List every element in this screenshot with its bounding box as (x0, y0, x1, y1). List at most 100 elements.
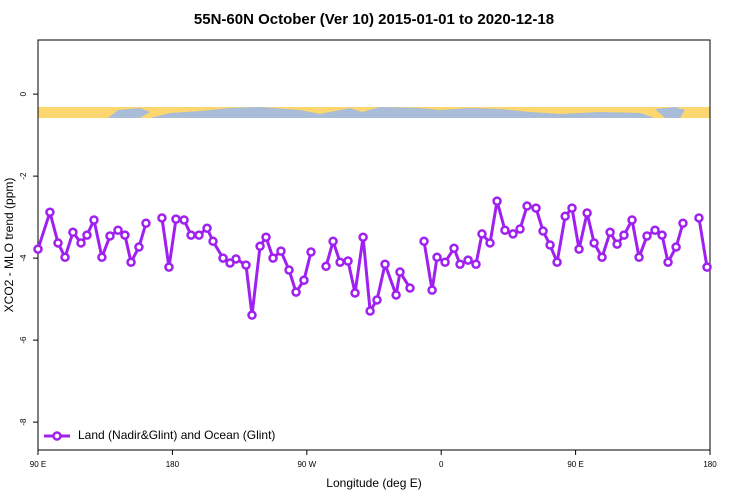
data-point (208, 236, 218, 247)
data-point (432, 252, 442, 263)
data-point (627, 215, 637, 225)
data-point (372, 295, 382, 305)
data-point (194, 230, 204, 240)
data-point (515, 224, 525, 234)
data-point (261, 232, 271, 242)
legend-label: Land (Nadir&Glint) and Ocean (Glint) (78, 428, 275, 442)
data-point (365, 306, 375, 316)
data-point (471, 259, 481, 270)
data-point (427, 285, 437, 295)
y-tick-label: 0 (19, 91, 28, 96)
data-point (179, 215, 189, 225)
data-point (299, 275, 309, 286)
data-point (612, 239, 622, 249)
data-point (276, 246, 286, 256)
data-point (157, 213, 167, 223)
data-point (522, 201, 532, 211)
data-point (231, 254, 241, 264)
data-point (380, 259, 390, 270)
data-point (500, 225, 510, 235)
data-point (76, 238, 86, 248)
data-point (605, 227, 615, 238)
data-point (574, 244, 584, 254)
x-tick-label: 180 (166, 460, 180, 469)
data-point (291, 287, 301, 297)
data-point (82, 230, 92, 240)
data-point (306, 247, 316, 257)
data-point (335, 257, 345, 267)
data-point (33, 244, 43, 254)
data-point (391, 290, 401, 300)
data-point (343, 256, 353, 266)
data-point (247, 310, 257, 320)
data-point (268, 253, 278, 263)
x-tick-label: 90 E (30, 460, 46, 469)
data-point (419, 236, 429, 247)
y-axis-label: XCO2 - MLO trend (ppm) (2, 178, 16, 313)
data-point (350, 288, 360, 298)
data-point (552, 257, 562, 267)
data-point (650, 225, 660, 235)
data-point (164, 262, 174, 272)
data-point (589, 238, 599, 248)
data-point (449, 243, 459, 254)
x-tick-label: 180 (703, 460, 717, 469)
data-point (255, 241, 265, 251)
data-point (218, 253, 228, 263)
data-point (492, 196, 502, 206)
data-point (225, 258, 235, 268)
data-point (405, 283, 415, 293)
data-point (126, 257, 136, 267)
x-axis-label: Longitude (deg E) (326, 476, 421, 490)
data-point (358, 232, 368, 242)
data-point (671, 242, 681, 252)
chart-title: 55N-60N October (Ver 10) 2015-01-01 to 2… (194, 11, 554, 28)
legend-marker (52, 431, 62, 441)
data-point (241, 260, 251, 270)
data-point (508, 229, 518, 239)
data-point (45, 207, 55, 217)
x-tick-label: 90 W (297, 460, 316, 469)
data-point (105, 231, 115, 241)
data-point (440, 257, 450, 267)
data-point (538, 226, 548, 236)
data-point (395, 267, 405, 277)
data-point (328, 236, 338, 247)
data-point (60, 252, 70, 263)
data-point (120, 230, 130, 240)
data-point (463, 255, 473, 265)
data-point (97, 252, 107, 263)
data-point (455, 259, 465, 270)
y-tick-label: -8 (19, 418, 28, 426)
data-point (597, 252, 607, 263)
data-point (485, 238, 495, 248)
data-point (284, 265, 294, 275)
data-point (53, 238, 63, 248)
data-point (545, 240, 555, 250)
data-point (202, 223, 212, 233)
data-point (634, 252, 644, 263)
data-point (694, 213, 704, 223)
data-point (171, 214, 181, 224)
y-tick-label: -6 (19, 336, 28, 344)
y-tick-label: -4 (19, 254, 28, 262)
data-point (619, 230, 629, 240)
data-point (113, 225, 123, 235)
data-point (68, 227, 78, 238)
data-point (567, 203, 577, 213)
data-point (141, 218, 151, 229)
data-point (678, 218, 688, 229)
map-strip (38, 107, 710, 118)
data-point (642, 231, 652, 241)
x-tick-label: 0 (439, 460, 444, 469)
data-point (321, 261, 331, 272)
data-point (531, 203, 541, 213)
y-tick-label: -2 (19, 172, 28, 180)
x-tick-label: 90 E (567, 460, 583, 469)
data-point (582, 208, 592, 218)
data-point (663, 257, 673, 267)
data-point (186, 230, 196, 240)
data-point (89, 215, 99, 225)
data-point (560, 211, 570, 222)
